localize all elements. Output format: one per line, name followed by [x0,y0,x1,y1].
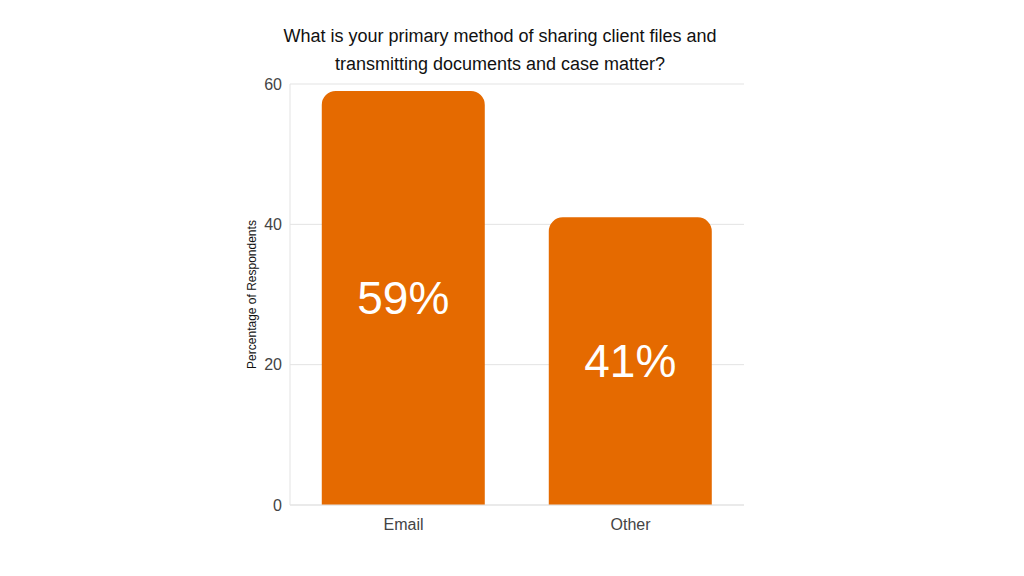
svg-text:Email: Email [383,516,423,533]
svg-text:Percentage of Respondents: Percentage of Respondents [245,220,259,369]
svg-text:59%: 59% [357,272,449,324]
svg-text:Other: Other [610,516,651,533]
svg-text:20: 20 [264,356,282,373]
svg-text:60: 60 [264,76,282,93]
svg-text:41%: 41% [584,335,676,387]
html-text:What is your primary method of: What is your primary method of sharing c… [283,26,717,74]
svg-text:40: 40 [264,216,282,233]
svg-text:0: 0 [273,497,282,514]
